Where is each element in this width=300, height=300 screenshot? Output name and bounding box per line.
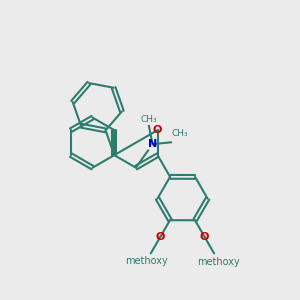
Text: N: N [148, 139, 157, 149]
Text: O: O [200, 232, 209, 242]
Text: CH₃: CH₃ [140, 115, 157, 124]
Text: O: O [152, 125, 162, 135]
Text: methoxy: methoxy [197, 256, 240, 267]
Text: O: O [156, 232, 165, 242]
Text: methoxy: methoxy [125, 256, 167, 266]
Text: CH₃: CH₃ [172, 129, 188, 138]
